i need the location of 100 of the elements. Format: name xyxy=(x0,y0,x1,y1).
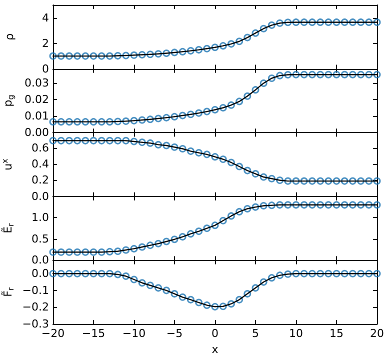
point xyxy=(170,290,178,298)
point xyxy=(203,150,211,158)
point xyxy=(154,140,162,148)
point xyxy=(211,44,219,52)
point xyxy=(316,201,324,209)
point xyxy=(162,142,170,150)
point xyxy=(186,147,194,155)
point xyxy=(236,98,244,106)
point xyxy=(146,50,154,58)
point xyxy=(227,158,235,166)
point xyxy=(98,118,106,126)
y-tick-label: 0.01 xyxy=(24,110,49,123)
point xyxy=(114,136,122,144)
point xyxy=(90,52,98,60)
point xyxy=(292,201,300,209)
point xyxy=(162,49,170,57)
x-tick-label: 20 xyxy=(370,327,384,340)
point xyxy=(340,270,348,278)
point xyxy=(114,52,122,60)
point xyxy=(252,29,260,37)
point xyxy=(90,248,98,256)
point xyxy=(106,248,114,256)
point xyxy=(130,138,138,146)
point xyxy=(203,44,211,52)
point xyxy=(357,18,365,26)
point xyxy=(122,136,130,144)
point xyxy=(236,38,244,46)
point xyxy=(340,18,348,26)
point xyxy=(365,270,373,278)
point xyxy=(106,270,114,278)
point xyxy=(178,233,186,241)
point xyxy=(284,71,292,79)
point xyxy=(332,270,340,278)
point xyxy=(332,201,340,209)
point xyxy=(186,230,194,238)
y-tick-label: 0.0 xyxy=(32,254,49,267)
point xyxy=(57,270,65,278)
point xyxy=(308,270,316,278)
point xyxy=(130,276,138,284)
y-tick-label: 1.0 xyxy=(32,211,49,224)
point xyxy=(146,282,154,290)
point xyxy=(138,138,146,146)
point xyxy=(316,177,324,185)
point xyxy=(195,298,203,306)
point xyxy=(260,24,268,32)
point xyxy=(211,106,219,114)
point xyxy=(244,92,252,100)
y-axis-title: F̃r xyxy=(0,286,16,297)
point xyxy=(324,270,332,278)
point xyxy=(82,136,90,144)
point xyxy=(284,18,292,26)
point xyxy=(211,302,219,310)
point xyxy=(82,118,90,126)
point xyxy=(219,302,227,310)
point xyxy=(316,18,324,26)
point xyxy=(146,242,154,250)
x-tick-label: 5 xyxy=(252,327,259,340)
point xyxy=(162,238,170,246)
point xyxy=(316,270,324,278)
point xyxy=(57,118,65,126)
point xyxy=(114,270,122,278)
point xyxy=(276,272,284,280)
point xyxy=(65,52,73,60)
point xyxy=(203,301,211,309)
point xyxy=(332,177,340,185)
x-tick-label: 15 xyxy=(330,327,344,340)
point xyxy=(308,70,316,78)
point xyxy=(252,203,260,211)
point xyxy=(276,201,284,209)
point xyxy=(357,201,365,209)
point xyxy=(219,104,227,112)
y-axis-title: Ẽr xyxy=(0,222,16,234)
point xyxy=(114,118,122,126)
point xyxy=(82,52,90,60)
point xyxy=(170,112,178,120)
point xyxy=(106,136,114,144)
point xyxy=(90,270,98,278)
point xyxy=(357,70,365,78)
point xyxy=(276,176,284,184)
point xyxy=(130,116,138,124)
point xyxy=(260,202,268,210)
point xyxy=(268,174,276,182)
point xyxy=(244,204,252,212)
point xyxy=(300,201,308,209)
point xyxy=(236,296,244,304)
point xyxy=(357,177,365,185)
point xyxy=(130,244,138,252)
point xyxy=(195,149,203,157)
point xyxy=(74,248,82,256)
point xyxy=(211,153,219,161)
point xyxy=(114,248,122,256)
x-axis-title: x xyxy=(212,343,219,356)
point xyxy=(373,70,381,78)
point xyxy=(300,70,308,78)
point xyxy=(146,139,154,147)
point xyxy=(98,270,106,278)
point xyxy=(122,117,130,125)
point xyxy=(365,70,373,78)
point xyxy=(284,177,292,185)
point xyxy=(98,248,106,256)
